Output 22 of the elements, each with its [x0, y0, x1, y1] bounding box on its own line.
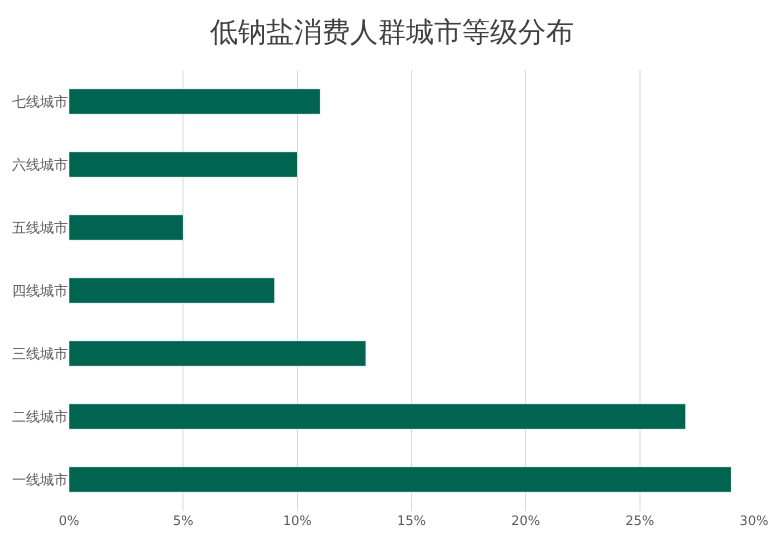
x-tick-label: 15%: [397, 514, 426, 529]
y-tick-label: 六线城市: [12, 157, 68, 174]
y-tick-label: 四线城市: [12, 283, 68, 300]
x-tick-label: 25%: [625, 514, 654, 529]
bar: [69, 214, 184, 240]
x-tick-label: 10%: [282, 514, 312, 529]
bar: [69, 340, 366, 366]
x-tick-label: 0%: [58, 514, 80, 529]
y-tick-label: 三线城市: [12, 346, 68, 362]
x-tick-label: 5%: [172, 514, 194, 529]
y-tick-label: 二线城市: [12, 409, 68, 426]
x-tick-label: 30%: [740, 514, 768, 529]
bar: [69, 152, 298, 178]
bar: [69, 88, 320, 114]
bar: [69, 278, 275, 304]
chart-title: 低钠盐消费人群城市等级分布: [210, 16, 574, 49]
y-tick-label: 一线城市: [12, 472, 68, 488]
y-tick-label: 五线城市: [12, 220, 68, 236]
x-tick-label: 20%: [511, 514, 540, 529]
bar: [69, 404, 686, 430]
bar: [69, 466, 732, 492]
y-tick-label: 七线城市: [12, 94, 68, 110]
